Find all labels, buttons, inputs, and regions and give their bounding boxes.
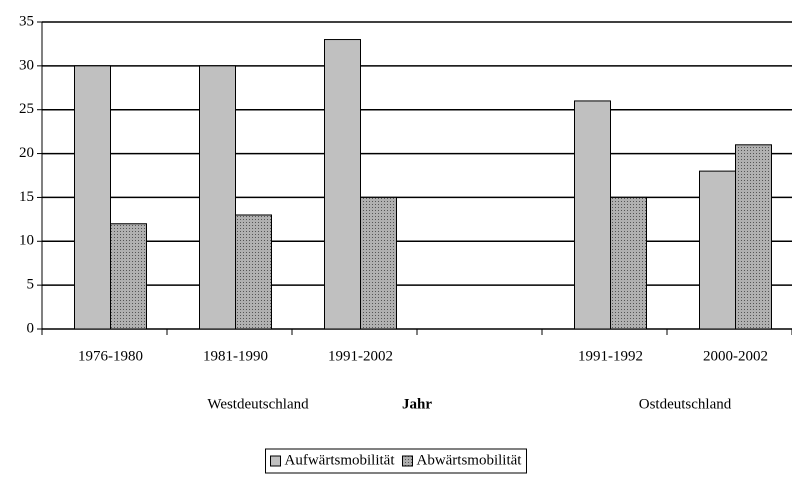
bar (699, 170, 736, 330)
y-tick-label: 5 (27, 277, 35, 293)
x-tick-label: 2000-2002 (703, 348, 768, 364)
x-tick-label: 1981-1990 (203, 348, 268, 364)
y-tick-label: 35 (19, 13, 34, 29)
group-label: Ostdeutschland (639, 396, 732, 412)
legend-label: Aufwärtsmobilität (285, 452, 396, 468)
x-axis-label: Jahr (402, 396, 432, 412)
bar (110, 223, 147, 330)
y-tick-label: 20 (19, 145, 34, 161)
bar (324, 39, 361, 330)
y-tick-label: 30 (19, 57, 34, 73)
legend-label: Abwärtsmobilität (416, 452, 522, 468)
y-tick-label: 25 (19, 101, 34, 117)
legend-swatch (401, 455, 413, 467)
y-tick-label: 15 (19, 189, 34, 205)
legend-swatch (270, 455, 282, 467)
x-tick-label: 1991-1992 (578, 348, 643, 364)
bar (360, 196, 397, 330)
bar (235, 214, 272, 330)
y-tick-label: 10 (19, 233, 34, 249)
group-label: Westdeutschland (207, 396, 309, 412)
bar (199, 65, 236, 330)
bar (574, 100, 611, 330)
bar (74, 65, 111, 330)
bar (735, 144, 772, 330)
x-tick-label: 1976-1980 (78, 348, 143, 364)
bar (610, 196, 647, 330)
y-tick-label: 0 (27, 320, 35, 336)
x-tick-label: 1991-2002 (328, 348, 393, 364)
legend-box (265, 448, 527, 474)
